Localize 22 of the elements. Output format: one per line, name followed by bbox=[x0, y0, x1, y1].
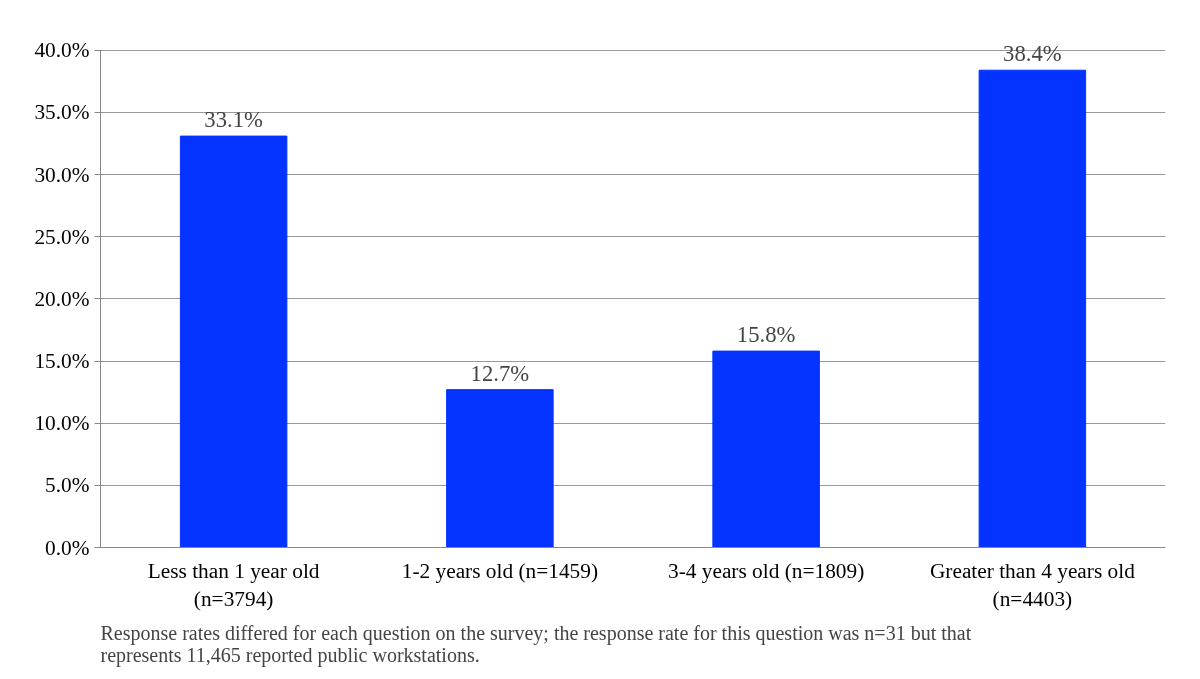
data-label: 33.1% bbox=[204, 107, 264, 133]
x-tick-label: 3-4 years old (n=1809) bbox=[668, 558, 865, 583]
bar bbox=[446, 389, 554, 548]
y-tick-label: 10.0% bbox=[34, 411, 90, 436]
y-tick-label: 15.0% bbox=[34, 349, 90, 374]
x-tick-label: Less than 1 year old (n=3794) bbox=[147, 558, 320, 612]
y-tick-label: 35.0% bbox=[34, 100, 90, 125]
text: Response rates differed for each question on the survey; the response rate for this question was n=31 but that represents 11,465 reported public workstations. bbox=[100, 621, 972, 667]
y-tick-label: 20.0% bbox=[34, 286, 90, 311]
bar bbox=[978, 69, 1087, 548]
data-label: 38.4% bbox=[1003, 41, 1062, 67]
bar bbox=[712, 350, 820, 548]
data-label: 12.7% bbox=[470, 360, 530, 386]
y-tick-label: 25.0% bbox=[34, 224, 90, 249]
y-tick-label: 0.0% bbox=[45, 535, 90, 560]
y-tick-label: 40.0% bbox=[34, 38, 90, 63]
y-tick-label: 5.0% bbox=[45, 473, 90, 498]
x-tick-label: Greater than 4 years old (n=4403) bbox=[929, 558, 1136, 612]
x-tick-label: 1-2 years old (n=1459) bbox=[401, 558, 598, 583]
bar bbox=[179, 135, 288, 548]
y-tick-label: 30.0% bbox=[34, 162, 90, 187]
data-label: 15.8% bbox=[736, 322, 796, 348]
